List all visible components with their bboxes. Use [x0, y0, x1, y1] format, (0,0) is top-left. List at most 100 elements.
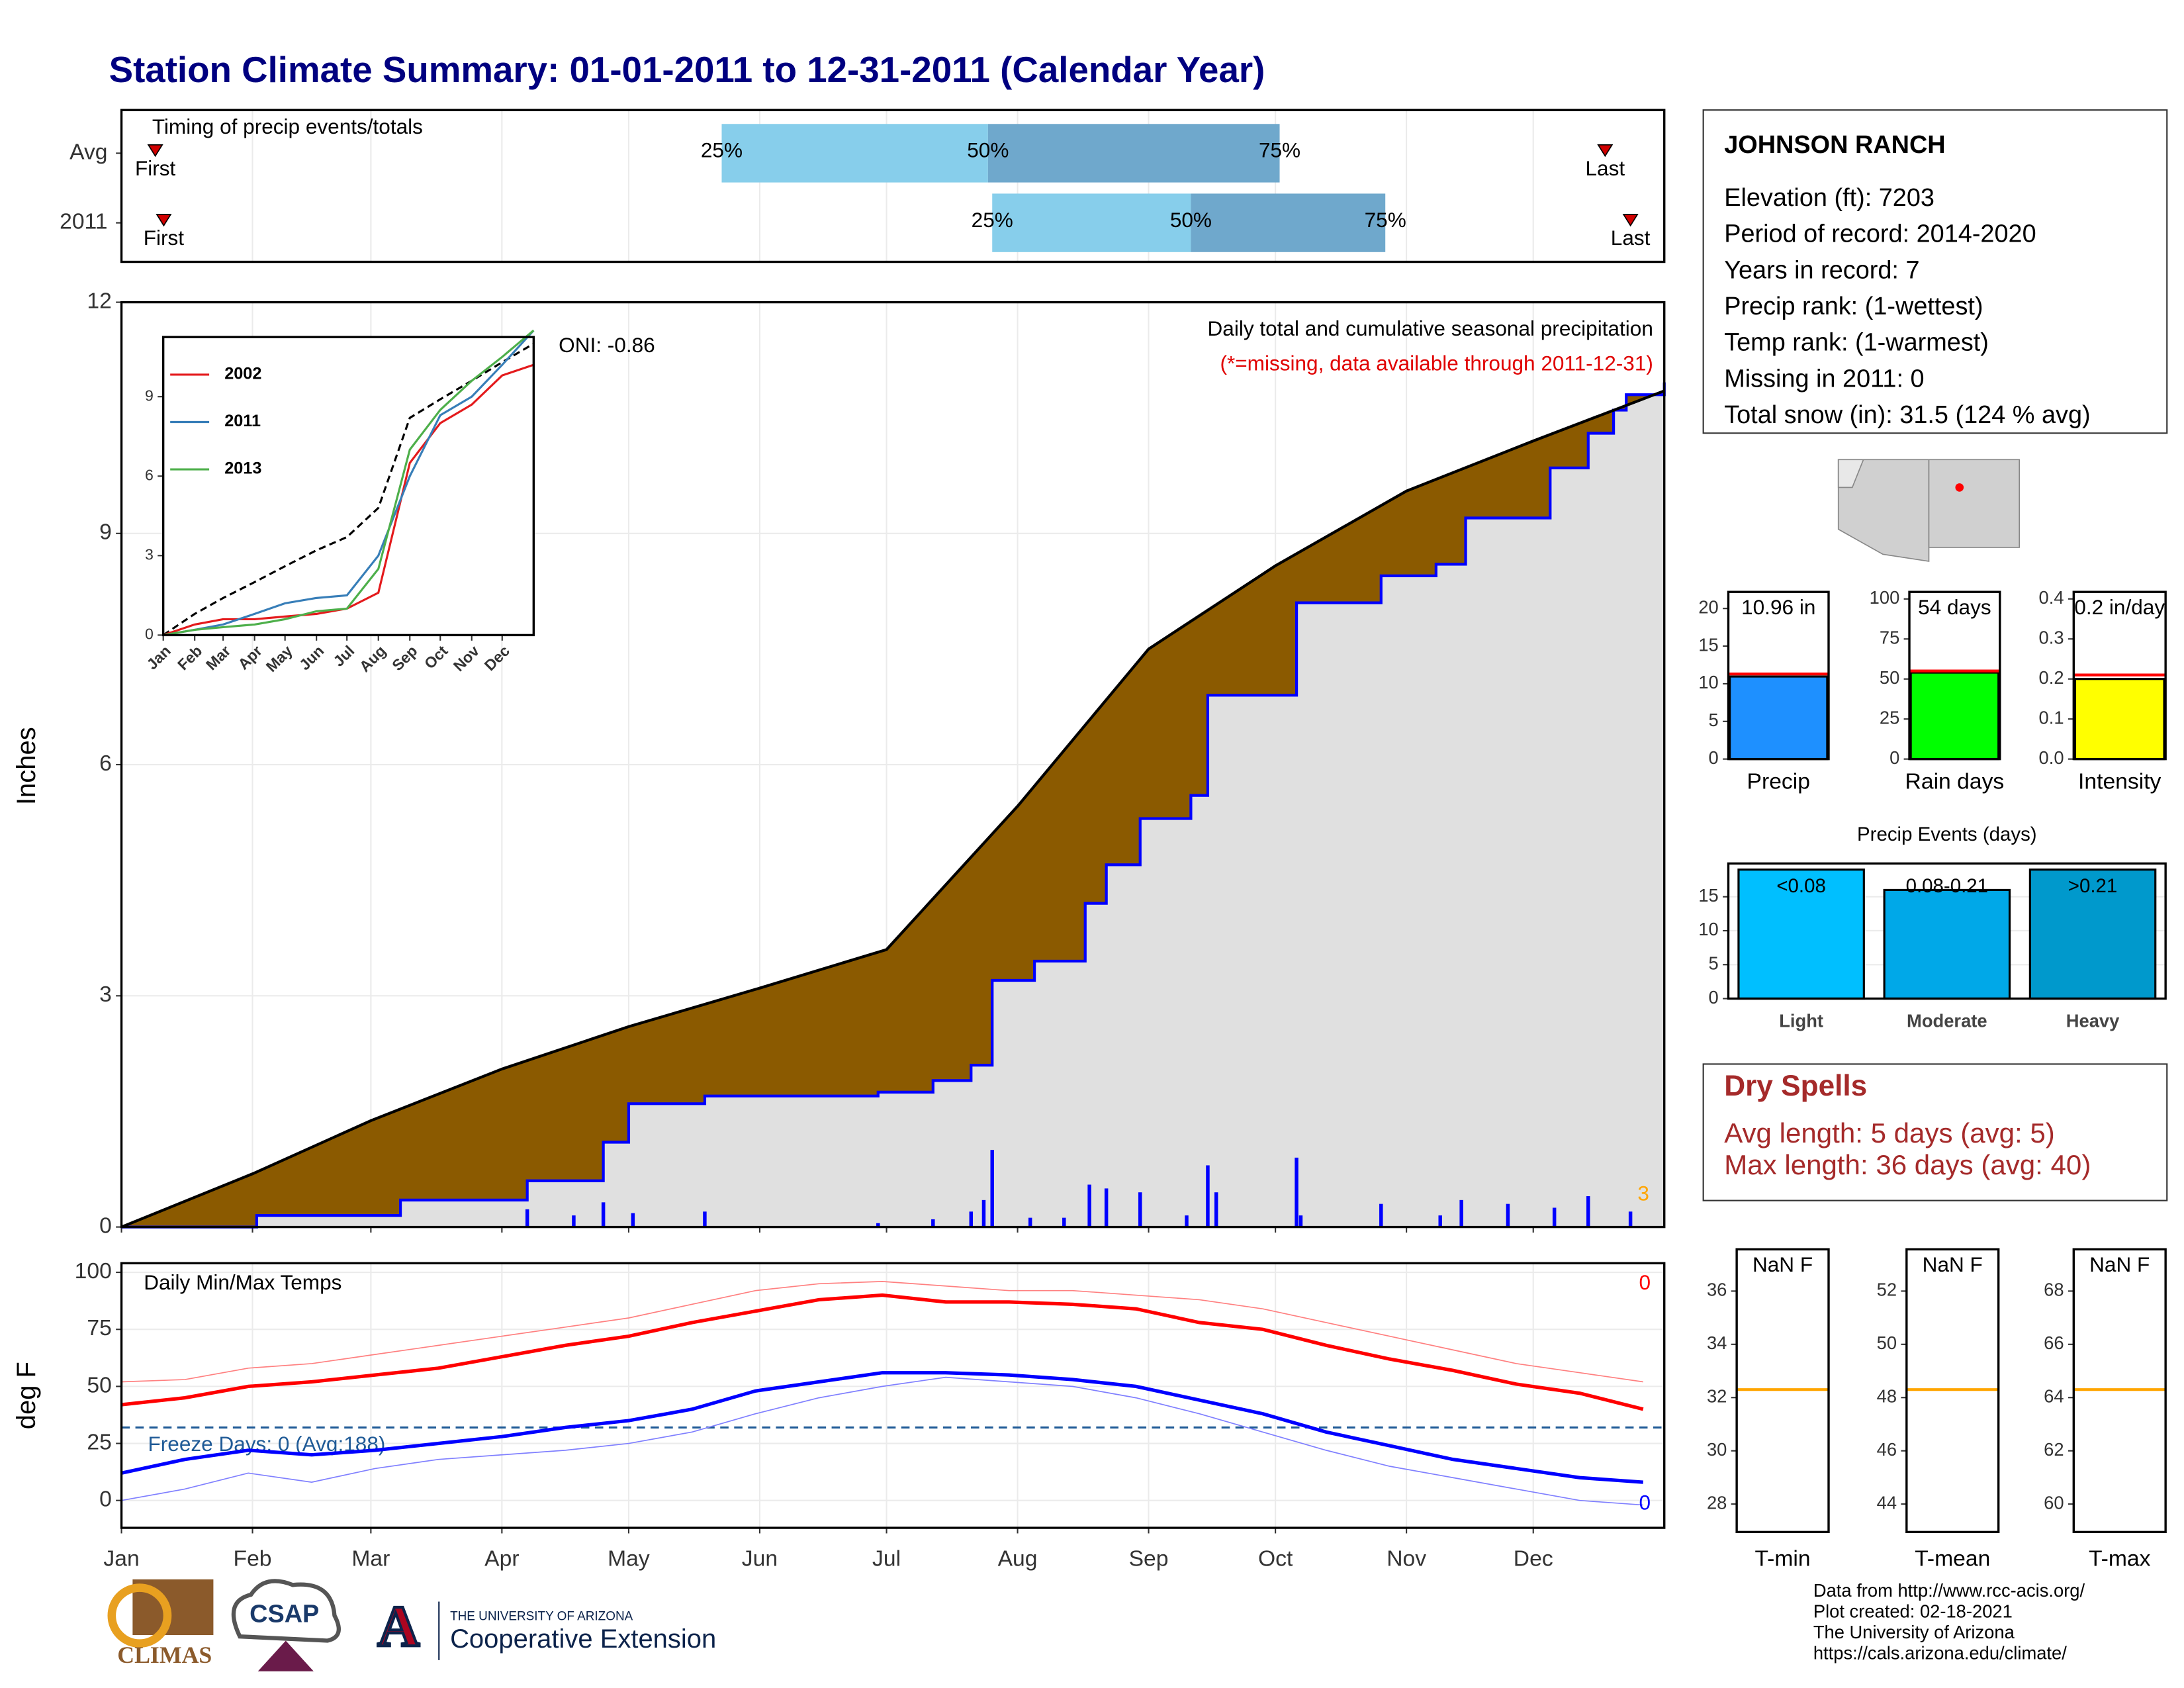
bar: [1883, 888, 2011, 1000]
quantile-label: 50%: [1170, 208, 1212, 232]
legend-label: 2002: [224, 365, 261, 383]
daily-bar: [1138, 1192, 1142, 1227]
timing-bar: [992, 193, 1191, 252]
y-tick-label: 0.2: [2039, 667, 2064, 688]
daily-bar: [981, 1199, 986, 1227]
y-tick-label: 28: [1707, 1492, 1727, 1513]
map-state: [1837, 459, 1930, 562]
plot-frame: [1727, 590, 1830, 761]
plot-frame: [1735, 1248, 1830, 1534]
event-marker: [156, 214, 172, 227]
plot-frame: [1905, 1248, 2000, 1534]
dry-spells-box: [1702, 1063, 2168, 1201]
category-label: T-max: [2089, 1546, 2151, 1571]
y-tick-label: 20: [1698, 596, 1718, 617]
extension-text: Cooperative Extension: [450, 1624, 716, 1654]
x-tick-label: Mar: [351, 1546, 390, 1571]
info-line: Period of record: 2014-2020: [1724, 220, 2036, 248]
bar-label: <0.08: [1776, 875, 1826, 897]
daily-bar: [601, 1202, 606, 1227]
bar-label: 0.08-0.21: [1906, 875, 1988, 897]
event-label: First: [144, 226, 185, 250]
daily-bar: [1379, 1203, 1383, 1227]
event-label: Last: [1585, 156, 1625, 180]
y-tick-label: 0: [1889, 747, 1899, 768]
plot-frame: [1908, 590, 2001, 761]
y-tick-label: 50: [1880, 667, 1899, 688]
annotation: 0: [1639, 1270, 1651, 1294]
category-label: Rain days: [1905, 769, 2005, 794]
x-tick-label: Apr: [484, 1546, 519, 1571]
y-tick-label: 15: [1698, 885, 1718, 906]
value-label-box: 10.96 in: [1741, 596, 1815, 620]
info-line: Precip rank: (1-wettest): [1724, 293, 1983, 320]
daily-bar: [1586, 1196, 1590, 1227]
y-tick-label: 0: [1709, 987, 1719, 1008]
x-tick-label: Jun: [742, 1546, 778, 1571]
footer-line: Plot created: 02-18-2021: [1813, 1601, 2013, 1622]
y-tick-label: 0.1: [2039, 707, 2064, 727]
category-label: Heavy: [2066, 1011, 2120, 1031]
y-tick-label: 25: [1880, 707, 1899, 727]
y-tick-label: 0: [1709, 747, 1719, 768]
daily-bar: [931, 1219, 935, 1227]
y-tick-label: 0.0: [2039, 747, 2064, 768]
y-axis-label: deg F: [12, 1362, 41, 1429]
cumulative-average: [120, 389, 1665, 1229]
plot-bg: [163, 337, 534, 635]
daily-bar: [1552, 1207, 1557, 1227]
y-tick-label: 0: [145, 626, 154, 643]
info-line: Elevation (ft): 7203: [1724, 184, 1934, 212]
climas-logo: [107, 1583, 172, 1648]
quantile-label: 25%: [972, 208, 1013, 232]
daily-bar: [1087, 1184, 1091, 1227]
footer-line: Data from http://www.rcc-acis.org/: [1813, 1580, 2085, 1601]
university-text: THE UNIVERSITY OF ARIZONA: [450, 1610, 633, 1624]
value-label: NaN F: [1922, 1253, 1983, 1278]
row-label: Avg: [69, 140, 107, 164]
y-tick-label: 10: [1698, 672, 1718, 692]
quantile-label: 25%: [701, 138, 743, 162]
category-label: T-min: [1754, 1546, 1810, 1571]
map-state: [1928, 459, 2021, 548]
legend-label: 2013: [224, 459, 261, 478]
y-tick-label: 34: [1707, 1333, 1727, 1353]
value-label: 54 days: [1918, 596, 1991, 620]
y-tick-label: 66: [2044, 1333, 2064, 1353]
value-label: NaN F: [1752, 1253, 1813, 1278]
daily-bar: [990, 1150, 994, 1227]
y-tick-label: 68: [2044, 1280, 2064, 1300]
y-tick-label: 30: [1707, 1439, 1727, 1460]
y-tick-label: 50: [87, 1373, 111, 1397]
x-tick-label: Oct: [1258, 1546, 1293, 1571]
category-label: Intensity: [2078, 769, 2161, 794]
bar: [2073, 678, 2165, 761]
ua-logo: A: [377, 1594, 420, 1659]
daily-bar: [1062, 1217, 1066, 1227]
chart-title: Daily total and cumulative seasonal prec…: [1208, 316, 1653, 340]
category-label: Precip: [1747, 769, 1810, 794]
event-label: Last: [1611, 226, 1651, 250]
plot-frame: [120, 109, 1666, 263]
series-line: [163, 330, 535, 636]
y-tick-label: 9: [145, 387, 154, 404]
y-tick-label: 5: [1709, 710, 1719, 730]
y-tick-label: 62: [2044, 1439, 2064, 1460]
value-label-box: NaN F: [2089, 1254, 2150, 1278]
y-axis-label: Inches: [12, 727, 41, 805]
info-line: Years in record: 7: [1724, 256, 1919, 284]
y-tick-label: 75: [1880, 628, 1899, 648]
info-lines: Elevation (ft): 7203 Period of record: 20…: [1724, 184, 2090, 429]
y-tick-label: 100: [75, 1259, 112, 1284]
x-tick-label: Aug: [998, 1546, 1038, 1571]
annotation: ONI: -0.86: [559, 333, 655, 357]
x-tick-label: Feb: [234, 1546, 272, 1571]
series-line: [120, 1371, 1643, 1484]
plot-frame: [1727, 862, 2167, 1000]
timing-bar: [1191, 193, 1386, 252]
event-label: First: [135, 156, 176, 180]
y-tick-label: 0.3: [2039, 627, 2064, 647]
map: [1837, 459, 2028, 562]
daily-bar: [1028, 1217, 1032, 1227]
x-tick-label: Jan: [103, 1546, 139, 1571]
